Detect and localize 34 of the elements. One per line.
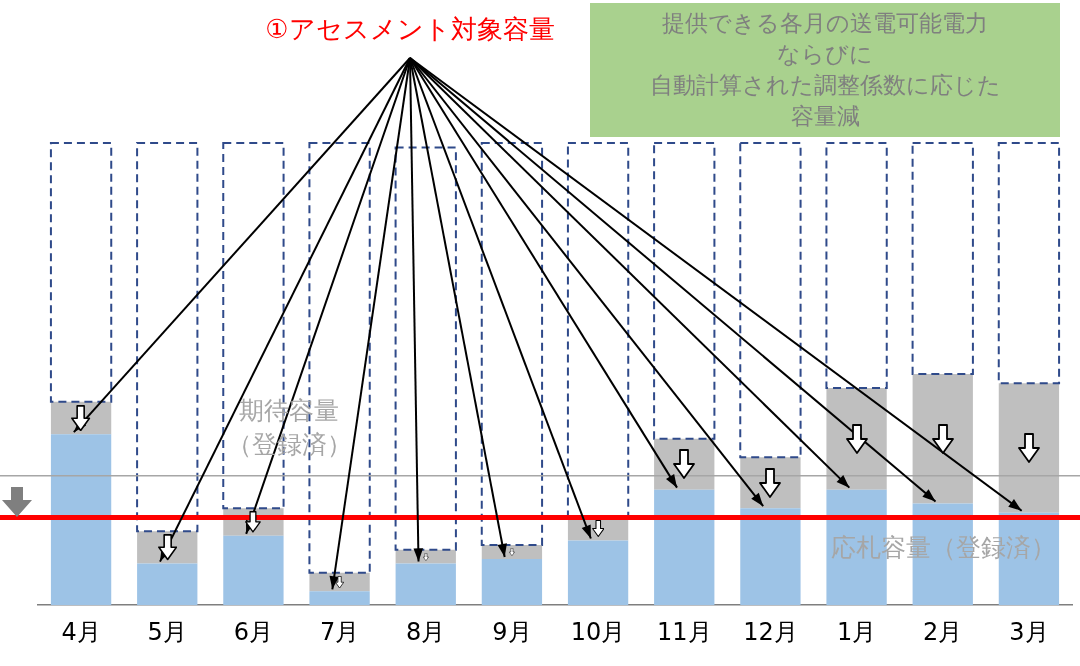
bar: [997, 142, 1061, 385]
bar: [654, 489, 715, 606]
bar: [740, 508, 801, 606]
note-box: 提供できる各月の送電可能電力 ならびに 自動計算された調整係数に応じた 容量減: [590, 3, 1060, 137]
bar: [309, 591, 370, 606]
bar: [567, 540, 629, 606]
bar: [137, 563, 198, 606]
x-tick-label: 3月: [1009, 617, 1049, 646]
x-tick-label: 11月: [656, 617, 712, 646]
bar: [394, 146, 457, 551]
bar: [912, 374, 973, 504]
bar: [223, 535, 284, 606]
x-tick-label: 7月: [319, 617, 360, 646]
x-tick-label: 1月: [836, 617, 877, 646]
x-tick-label: 8月: [406, 617, 446, 646]
bar: [50, 434, 112, 606]
bar: [481, 558, 543, 606]
chart-title: ①アセスメント対象容量: [264, 13, 556, 46]
bar: [825, 142, 888, 389]
x-tick-label: 9月: [492, 617, 532, 646]
bar: [653, 142, 716, 440]
x-tick-label: 12月: [743, 617, 798, 646]
x-tick-label: 10月: [570, 617, 626, 646]
x-tick-label: 6月: [233, 617, 274, 646]
bar: [739, 142, 802, 459]
bar: [911, 142, 974, 376]
x-tick-label: 2月: [923, 617, 963, 646]
x-tick-label: 5月: [147, 617, 187, 646]
bar: [998, 383, 1060, 513]
bar: [395, 563, 456, 606]
bar: [480, 142, 544, 547]
bar: [136, 142, 199, 533]
x-tick-label: 4月: [61, 617, 101, 646]
bar: [49, 142, 113, 403]
